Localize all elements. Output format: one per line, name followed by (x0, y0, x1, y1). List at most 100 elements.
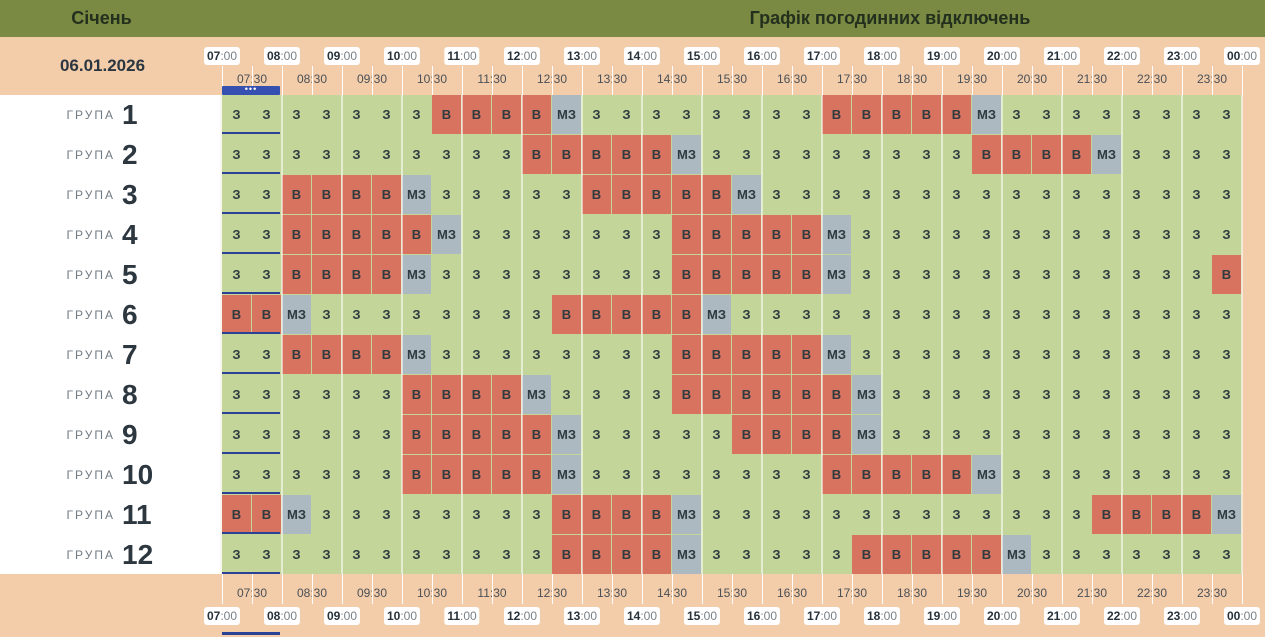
schedule-cell[interactable]: З (222, 95, 251, 134)
schedule-cell[interactable]: З (432, 295, 461, 334)
schedule-cell[interactable]: З (1062, 375, 1091, 414)
schedule-cell[interactable]: З (1212, 295, 1241, 334)
schedule-cell[interactable]: З (1092, 295, 1121, 334)
schedule-cell[interactable]: В (1152, 495, 1181, 534)
schedule-cell[interactable]: З (912, 135, 941, 174)
schedule-cell[interactable]: З (612, 255, 641, 294)
schedule-cell[interactable]: З (1122, 335, 1151, 374)
schedule-cell[interactable]: З (822, 135, 851, 174)
schedule-cell[interactable]: З (1182, 215, 1211, 254)
schedule-cell[interactable]: В (612, 135, 641, 174)
schedule-cell[interactable]: З (372, 495, 401, 534)
schedule-cell[interactable]: З (852, 255, 881, 294)
schedule-cell[interactable]: З (492, 255, 521, 294)
schedule-cell[interactable]: З (492, 135, 521, 174)
schedule-cell[interactable]: З (522, 175, 551, 214)
schedule-cell[interactable]: В (402, 215, 431, 254)
schedule-cell[interactable]: З (942, 295, 971, 334)
schedule-cell[interactable]: З (1092, 415, 1121, 454)
schedule-cell[interactable]: З (1152, 375, 1181, 414)
schedule-cell[interactable]: В (732, 215, 761, 254)
schedule-cell[interactable]: З (1212, 535, 1241, 574)
schedule-cell[interactable]: З (492, 175, 521, 214)
schedule-cell[interactable]: З (312, 95, 341, 134)
schedule-cell[interactable]: З (882, 215, 911, 254)
schedule-cell[interactable]: В (282, 255, 311, 294)
schedule-cell[interactable]: В (252, 495, 281, 534)
schedule-cell[interactable]: В (732, 255, 761, 294)
schedule-cell[interactable]: З (1092, 335, 1121, 374)
schedule-cell[interactable]: МЗ (282, 295, 311, 334)
schedule-cell[interactable]: З (342, 135, 371, 174)
schedule-cell[interactable]: З (222, 455, 251, 494)
schedule-cell[interactable]: З (552, 215, 581, 254)
schedule-cell[interactable]: З (792, 535, 821, 574)
schedule-cell[interactable]: З (282, 455, 311, 494)
schedule-cell[interactable]: З (612, 215, 641, 254)
schedule-cell[interactable]: З (492, 535, 521, 574)
schedule-cell[interactable]: З (822, 175, 851, 214)
schedule-cell[interactable]: З (882, 375, 911, 414)
schedule-cell[interactable]: З (462, 495, 491, 534)
schedule-cell[interactable]: В (672, 335, 701, 374)
schedule-cell[interactable]: В (1032, 135, 1061, 174)
schedule-cell[interactable]: В (792, 375, 821, 414)
schedule-cell[interactable]: З (912, 375, 941, 414)
schedule-cell[interactable]: В (312, 335, 341, 374)
schedule-cell[interactable]: З (252, 375, 281, 414)
schedule-cell[interactable]: З (1002, 415, 1031, 454)
schedule-cell[interactable]: З (1152, 175, 1181, 214)
schedule-cell[interactable]: З (522, 495, 551, 534)
schedule-cell[interactable]: В (852, 95, 881, 134)
schedule-cell[interactable]: В (672, 295, 701, 334)
schedule-cell[interactable]: З (222, 375, 251, 414)
schedule-cell[interactable]: МЗ (672, 535, 701, 574)
schedule-cell[interactable]: В (432, 415, 461, 454)
schedule-cell[interactable]: З (702, 135, 731, 174)
schedule-cell[interactable]: В (852, 535, 881, 574)
schedule-cell[interactable]: З (372, 415, 401, 454)
schedule-cell[interactable]: З (282, 375, 311, 414)
schedule-cell[interactable]: В (522, 455, 551, 494)
schedule-cell[interactable]: З (732, 455, 761, 494)
schedule-cell[interactable]: З (1032, 335, 1061, 374)
schedule-cell[interactable]: З (702, 415, 731, 454)
schedule-cell[interactable]: В (642, 495, 671, 534)
schedule-cell[interactable]: В (702, 255, 731, 294)
schedule-cell[interactable]: З (1122, 415, 1151, 454)
schedule-cell[interactable]: З (252, 535, 281, 574)
schedule-cell[interactable]: З (402, 135, 431, 174)
schedule-cell[interactable]: З (642, 455, 671, 494)
schedule-cell[interactable]: З (252, 135, 281, 174)
schedule-cell[interactable]: МЗ (972, 95, 1001, 134)
schedule-cell[interactable]: З (522, 295, 551, 334)
schedule-cell[interactable]: З (762, 135, 791, 174)
schedule-cell[interactable]: З (1212, 215, 1241, 254)
schedule-cell[interactable]: З (702, 535, 731, 574)
schedule-cell[interactable]: З (1212, 415, 1241, 454)
schedule-cell[interactable]: В (522, 95, 551, 134)
schedule-cell[interactable]: З (1152, 415, 1181, 454)
schedule-cell[interactable]: В (732, 415, 761, 454)
schedule-cell[interactable]: З (252, 455, 281, 494)
schedule-cell[interactable]: В (912, 535, 941, 574)
schedule-cell[interactable]: З (942, 375, 971, 414)
schedule-cell[interactable]: З (882, 335, 911, 374)
schedule-cell[interactable]: В (372, 175, 401, 214)
schedule-cell[interactable]: З (972, 295, 1001, 334)
schedule-cell[interactable]: МЗ (822, 335, 851, 374)
schedule-cell[interactable]: З (882, 495, 911, 534)
schedule-cell[interactable]: З (1152, 535, 1181, 574)
schedule-cell[interactable]: З (702, 495, 731, 534)
schedule-cell[interactable]: З (222, 255, 251, 294)
schedule-cell[interactable]: З (312, 455, 341, 494)
schedule-cell[interactable]: В (702, 375, 731, 414)
schedule-cell[interactable]: В (342, 335, 371, 374)
schedule-cell[interactable]: В (672, 215, 701, 254)
schedule-cell[interactable]: В (282, 175, 311, 214)
schedule-cell[interactable]: В (642, 135, 671, 174)
schedule-cell[interactable]: З (1002, 295, 1031, 334)
schedule-cell[interactable]: З (882, 415, 911, 454)
schedule-cell[interactable]: В (612, 535, 641, 574)
schedule-cell[interactable]: В (372, 255, 401, 294)
